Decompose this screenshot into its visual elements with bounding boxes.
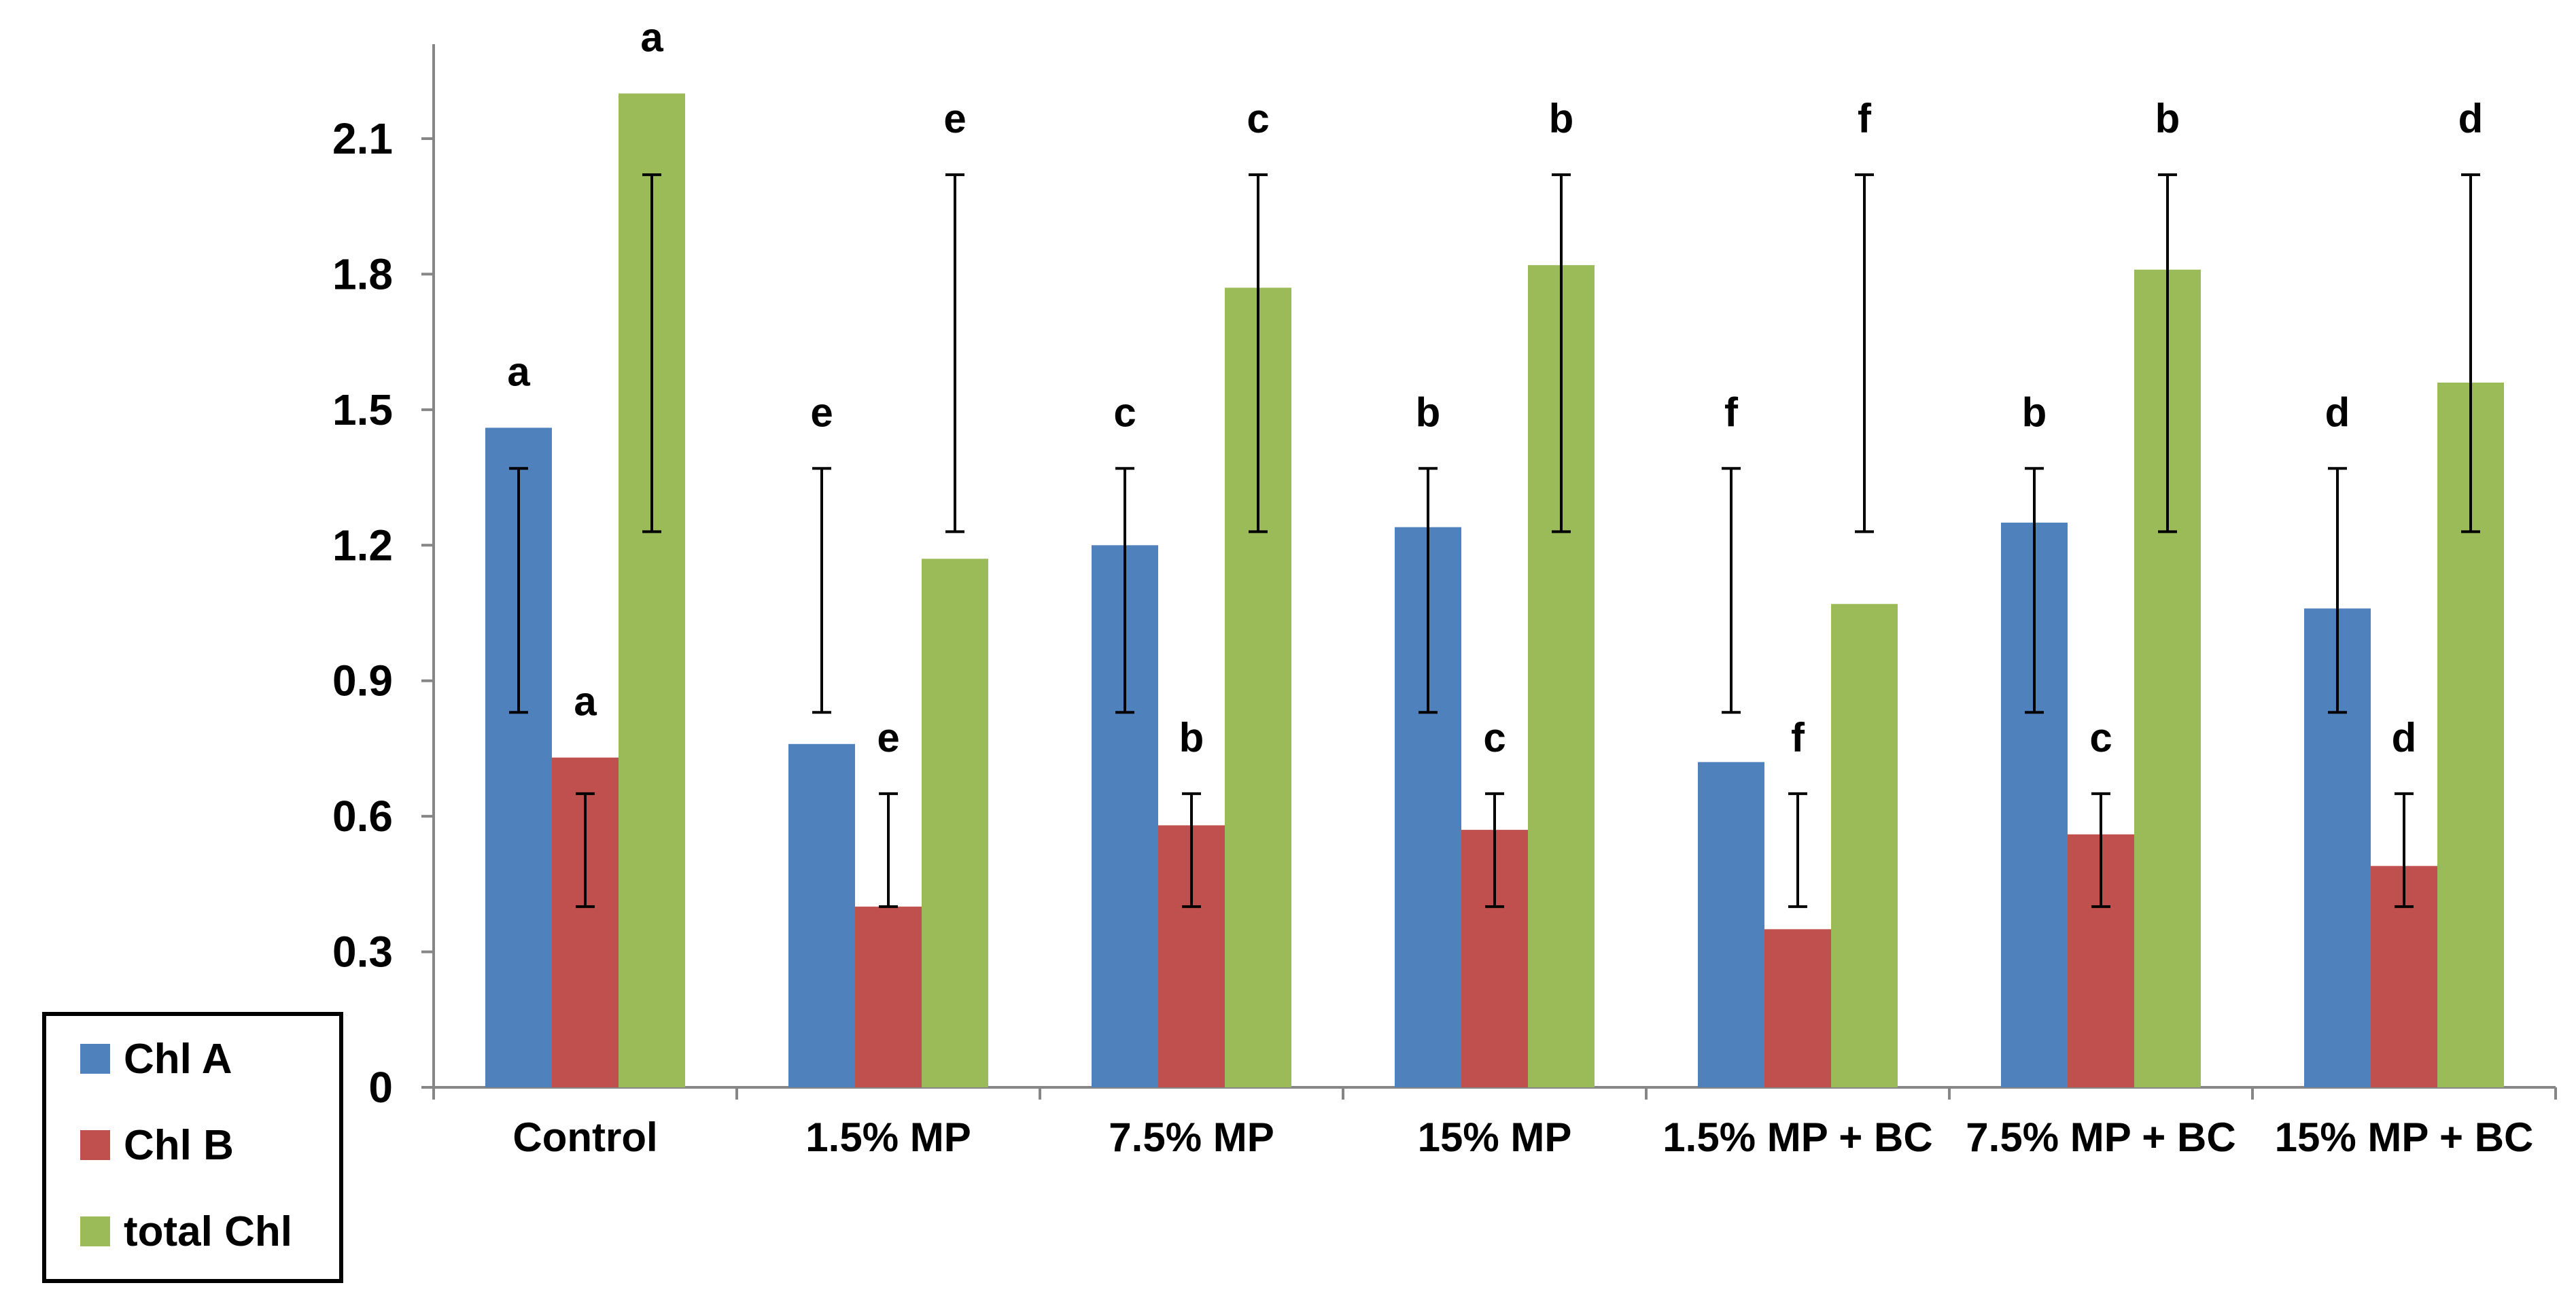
sig-letter-total-chl-15pct-mp-plus-bc: d (2458, 96, 2484, 141)
sig-letter-chl-a-1-5pct-mp-plus-bc: f (1724, 389, 1739, 435)
sig-letter-chl-b-1-5pct-mp: e (877, 715, 899, 760)
y-tick-label: 2.1 (332, 114, 393, 163)
sig-letter-total-chl-7-5pct-mp: c (1247, 96, 1269, 141)
sig-letter-chl-b-15pct-mp-plus-bc: d (2392, 715, 2417, 760)
bar-chl-a-1-5pct-mp (788, 743, 855, 1087)
y-tick-label: 1.5 (332, 385, 393, 434)
y-tick-label: 0.6 (332, 792, 393, 841)
sig-letter-chl-a-7-5pct-mp: c (1113, 389, 1136, 435)
bar-total-chl-1-5pct-mp (922, 559, 988, 1087)
bar-chl-a-1-5pct-mp-plus-bc (1698, 762, 1764, 1087)
y-tick-label: 0.3 (332, 928, 393, 977)
x-category-label-7-5pct-mp: 7.5% MP (1109, 1115, 1274, 1160)
legend-label-chl-b: Chl B (124, 1122, 234, 1169)
sig-letter-chl-a-1-5pct-mp: e (810, 389, 833, 435)
legend-swatch-chl-b (80, 1130, 110, 1160)
legend-label-total-chl: total Chl (124, 1208, 292, 1255)
x-category-label-control: Control (512, 1115, 657, 1160)
sig-letter-total-chl-1-5pct-mp: e (943, 96, 966, 141)
sig-letter-chl-a-7-5pct-mp-plus-bc: b (2022, 389, 2047, 435)
x-category-label-1-5pct-mp-plus-bc: 1.5% MP + BC (1663, 1115, 1932, 1160)
legend: Chl A Chl B total Chl (42, 1012, 343, 1283)
bar-chl-b-1-5pct-mp-plus-bc (1764, 929, 1831, 1087)
sig-letter-chl-a-15pct-mp: b (1416, 389, 1441, 435)
x-category-label-15pct-mp: 15% MP (1418, 1115, 1572, 1160)
y-tick-label: 0.9 (332, 656, 393, 705)
bar-chl-b-1-5pct-mp (855, 907, 922, 1087)
sig-letter-chl-b-7-5pct-mp-plus-bc: c (2089, 715, 2112, 760)
sig-letter-total-chl-15pct-mp: b (1549, 96, 1574, 141)
sig-letter-chl-b-7-5pct-mp: b (1179, 715, 1204, 760)
x-category-label-7-5pct-mp-plus-bc: 7.5% MP + BC (1966, 1115, 2235, 1160)
sig-letter-chl-b-1-5pct-mp-plus-bc: f (1791, 715, 1805, 760)
sig-letter-chl-b-control: a (574, 679, 597, 724)
sig-letter-total-chl-control: a (640, 15, 663, 60)
x-category-label-1-5pct-mp: 1.5% MP (805, 1115, 971, 1160)
x-category-label-15pct-mp-plus-bc: 15% MP + BC (2275, 1115, 2534, 1160)
legend-label-chl-a: Chl A (124, 1036, 232, 1083)
sig-letter-chl-a-control: a (507, 349, 530, 394)
sig-letter-chl-a-15pct-mp-plus-bc: d (2325, 389, 2350, 435)
legend-swatch-chl-a (80, 1044, 110, 1074)
y-tick-label: 0 (368, 1063, 393, 1112)
plot-area: 0 0.3 0.6 0.9 1.2 1.5 1.8 2.1 Control 1.5% MP 7.5%… (332, 15, 2557, 1160)
legend-swatch-total-chl (80, 1216, 110, 1246)
sig-letter-total-chl-1-5pct-mp-plus-bc: f (1858, 96, 1872, 141)
y-tick-label: 1.8 (332, 249, 393, 298)
bar-total-chl-1-5pct-mp-plus-bc (1831, 603, 1898, 1087)
sig-letter-total-chl-7-5pct-mp-plus-bc: b (2155, 96, 2180, 141)
sig-letter-chl-b-15pct-mp: c (1483, 715, 1505, 760)
y-tick-label: 1.2 (332, 521, 393, 569)
